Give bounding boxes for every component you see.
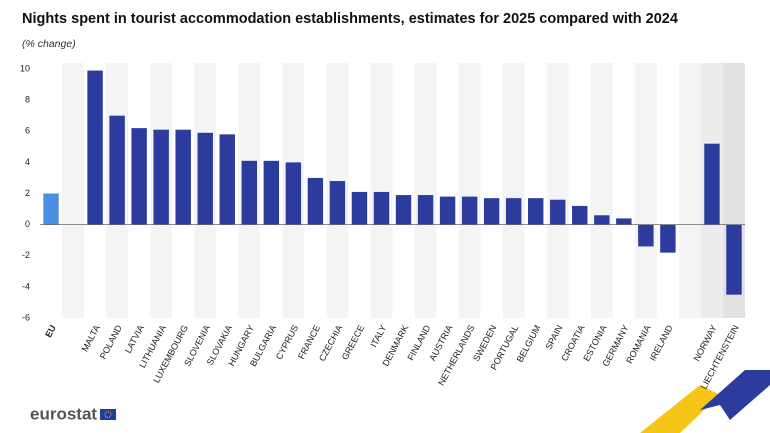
bar [616,218,632,225]
column-band [634,63,657,318]
bar [704,143,720,225]
bar [505,198,522,225]
bar [109,115,125,225]
bar [461,196,478,225]
column-band [458,63,481,318]
column-band [436,63,459,318]
bar [263,160,280,225]
bar [351,191,368,225]
column-band [414,63,437,318]
column-band [348,63,371,318]
bar [131,128,147,225]
chart-title: Nights spent in tourist accommodation es… [22,11,678,27]
eu-stars [104,411,112,418]
bar [594,215,610,225]
y-tick-label: 0 [25,219,30,229]
column-band [590,63,613,318]
column-band [480,63,503,318]
logo-text: eurostat [30,404,97,423]
y-tick-label: -2 [22,250,30,260]
swoosh-yellow [640,385,720,433]
bar [527,198,544,225]
bar [285,162,302,225]
bar [660,224,676,253]
column-band [524,63,547,318]
column-band [568,63,591,318]
column-band [40,63,63,318]
bar [395,195,412,225]
bar [329,181,346,225]
bar [43,193,59,225]
chart-subtitle: (% change) [22,38,76,50]
column-band [502,63,525,318]
bar [726,224,742,295]
bar [241,160,258,225]
bar [572,205,588,225]
y-tick-label: 6 [25,126,30,136]
column-band [62,63,85,318]
y-tick-label: 4 [25,157,30,167]
y-tick-label: -6 [22,312,30,322]
bar [307,177,324,225]
bar [87,70,103,225]
y-tick-label: 8 [25,95,30,105]
column-shading [40,63,745,318]
bar [638,224,654,247]
bar [373,191,390,225]
bar [153,129,169,225]
y-tick-label: -4 [22,281,30,291]
bar [483,198,500,225]
column-band [392,63,415,318]
column-band [656,63,679,318]
y-tick-label: 2 [25,188,30,198]
column-band [370,63,393,318]
y-tick-label: 10 [20,63,30,73]
bar [439,196,456,225]
eu-flag [100,409,116,420]
bar [197,132,213,225]
bar [175,129,191,225]
bar [550,199,566,225]
bar [219,134,235,225]
column-band [546,63,569,318]
swoosh-blue [700,370,770,420]
column-band [678,63,701,318]
bar [417,195,434,225]
column-band [612,63,635,318]
